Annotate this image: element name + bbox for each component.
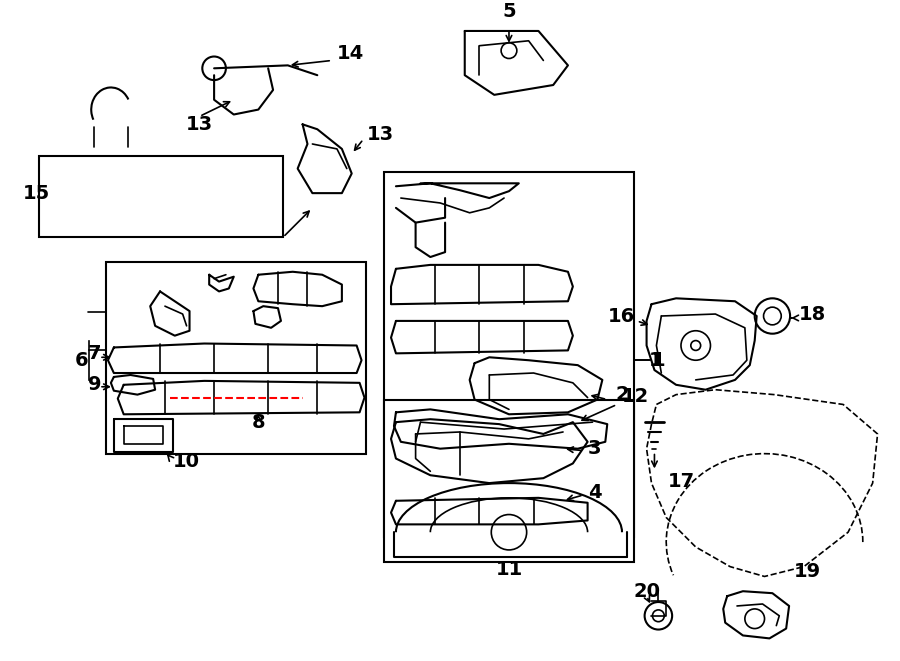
Text: 16: 16 bbox=[608, 307, 634, 325]
Text: 18: 18 bbox=[799, 305, 826, 323]
Text: 20: 20 bbox=[633, 582, 660, 601]
Text: 19: 19 bbox=[794, 562, 821, 581]
Bar bbox=[39, 156, 283, 237]
Text: 10: 10 bbox=[173, 452, 200, 471]
Text: 12: 12 bbox=[622, 387, 649, 406]
Bar bbox=[384, 171, 634, 537]
Text: 9: 9 bbox=[87, 375, 101, 395]
Text: 2: 2 bbox=[615, 385, 629, 404]
Text: 7: 7 bbox=[87, 344, 101, 363]
Bar bbox=[384, 399, 634, 562]
Text: 6: 6 bbox=[75, 351, 88, 369]
Text: 1: 1 bbox=[649, 351, 662, 369]
Text: 13: 13 bbox=[366, 125, 393, 143]
Bar bbox=[106, 262, 366, 453]
Text: 3: 3 bbox=[588, 439, 601, 458]
Text: 8: 8 bbox=[251, 412, 266, 432]
Text: 5: 5 bbox=[502, 2, 516, 21]
Text: 11: 11 bbox=[495, 560, 523, 579]
Text: 4: 4 bbox=[588, 483, 601, 502]
Text: 17: 17 bbox=[668, 472, 696, 490]
Text: 1: 1 bbox=[652, 351, 665, 369]
Text: 15: 15 bbox=[22, 184, 50, 203]
Text: 13: 13 bbox=[185, 115, 213, 134]
Text: 14: 14 bbox=[337, 44, 365, 63]
